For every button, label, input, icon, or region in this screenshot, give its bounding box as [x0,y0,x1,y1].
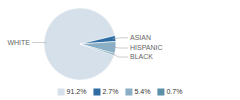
legend-item: 5.4% [125,88,150,95]
slice-label: HISPANIC [130,44,163,51]
pie [44,8,116,80]
legend-label: 2.7% [102,88,118,95]
chart: WHITE ASIAN HISPANIC BLACK 91.2% 2.7% 5.4% 0.7% [0,0,240,100]
leader-line [113,38,128,39]
legend-swatch [58,89,65,96]
legend-label: 5.4% [134,88,150,95]
leader-line [32,42,47,43]
legend-label: 91.2% [67,88,87,95]
leader-line [113,47,128,49]
pie-slice [80,42,116,54]
legend-swatch [125,89,132,96]
legend-swatch [157,89,164,96]
legend-label: 0.7% [166,88,182,95]
legend-item: 0.7% [157,88,182,95]
legend-item: 91.2% [58,88,87,95]
slice-label: ASIAN [130,34,151,41]
legend-swatch [93,89,100,96]
legend: 91.2% 2.7% 5.4% 0.7% [58,88,183,95]
pie-slice [80,44,115,55]
leader-line [112,54,128,58]
annotations: WHITE ASIAN HISPANIC BLACK [7,34,162,60]
slice-label: WHITE [7,39,30,46]
slice-label: BLACK [130,53,153,60]
legend-item: 2.7% [93,88,118,95]
